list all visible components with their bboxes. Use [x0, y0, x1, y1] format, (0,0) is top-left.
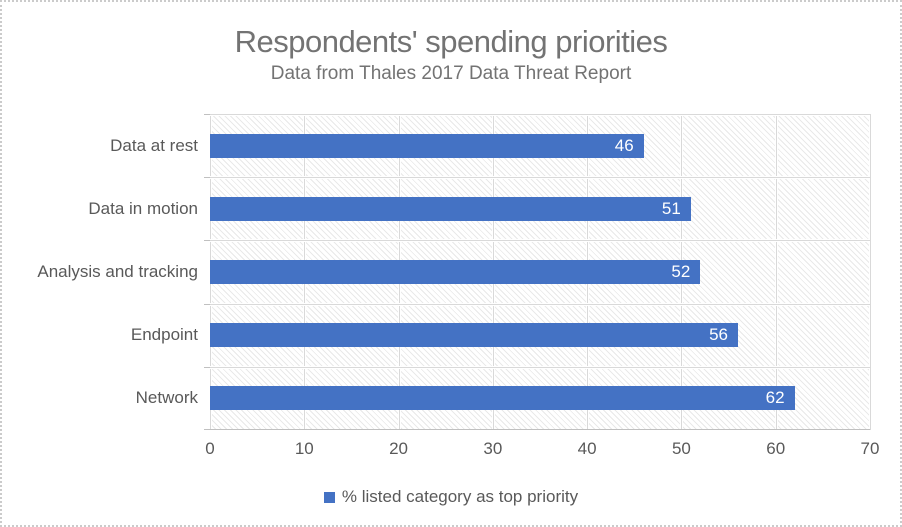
- vertical-gridline: [870, 114, 871, 430]
- bar-value-label: 52: [671, 262, 691, 281]
- legend-label: % listed category as top priority: [341, 487, 579, 506]
- x-tick-label: 40: [577, 439, 597, 458]
- bar-value-label: 56: [709, 325, 728, 345]
- x-tick-label: 50: [671, 439, 691, 458]
- category-tick-mark: [204, 240, 210, 242]
- bar-data-in-motion: 51: [210, 196, 691, 221]
- legend: % listed category as top priority: [2, 487, 900, 507]
- chart-title: Respondents' spending priorities: [234, 24, 668, 59]
- vertical-gridline: [775, 114, 777, 430]
- bar-value-label: 62: [765, 388, 785, 408]
- bar-network: 62: [210, 386, 795, 411]
- horizontal-gridline: [210, 177, 870, 179]
- category-label: Network: [135, 388, 198, 408]
- bar-value-label: 46: [614, 135, 634, 155]
- chart-subtitle: Data from Thales 2017 Data Threat Report: [270, 63, 632, 84]
- horizontal-gridline: [210, 114, 870, 115]
- category-label: Data in motion: [88, 198, 198, 218]
- horizontal-gridline: [210, 303, 870, 305]
- bar-analysis-and-tracking: 52: [210, 260, 701, 284]
- category-tick-mark: [204, 114, 210, 115]
- bar-endpoint: 56: [210, 323, 738, 348]
- horizontal-gridline: [210, 366, 870, 368]
- x-tick-label: 0: [205, 439, 215, 458]
- bar-data-at-rest: 46: [210, 133, 644, 158]
- category-label: Endpoint: [130, 325, 198, 345]
- category-tick-mark: [204, 429, 210, 430]
- category-label: Analysis and tracking: [37, 261, 198, 281]
- horizontal-gridline: [210, 240, 870, 242]
- x-tick-label: 70: [860, 439, 880, 458]
- legend-swatch-icon: [323, 491, 335, 503]
- category-tick-mark: [204, 366, 210, 368]
- x-axis-line: [204, 429, 870, 430]
- category-axis: Data at rest Data in motion Analysis and t…: [2, 114, 198, 430]
- x-tick-label: 60: [766, 439, 786, 458]
- bar-value-label: 51: [661, 198, 681, 218]
- x-tick-label: 30: [483, 439, 503, 458]
- category-tick-mark: [204, 177, 210, 179]
- category-label: Data at rest: [110, 135, 198, 155]
- plot-area: 46 51 52 56 62: [204, 114, 871, 430]
- value-axis: 0 10 20 30 40 50 60 70: [205, 439, 879, 461]
- x-tick-label: 10: [294, 439, 314, 458]
- category-tick-mark: [204, 303, 210, 305]
- x-tick-label: 20: [389, 439, 409, 458]
